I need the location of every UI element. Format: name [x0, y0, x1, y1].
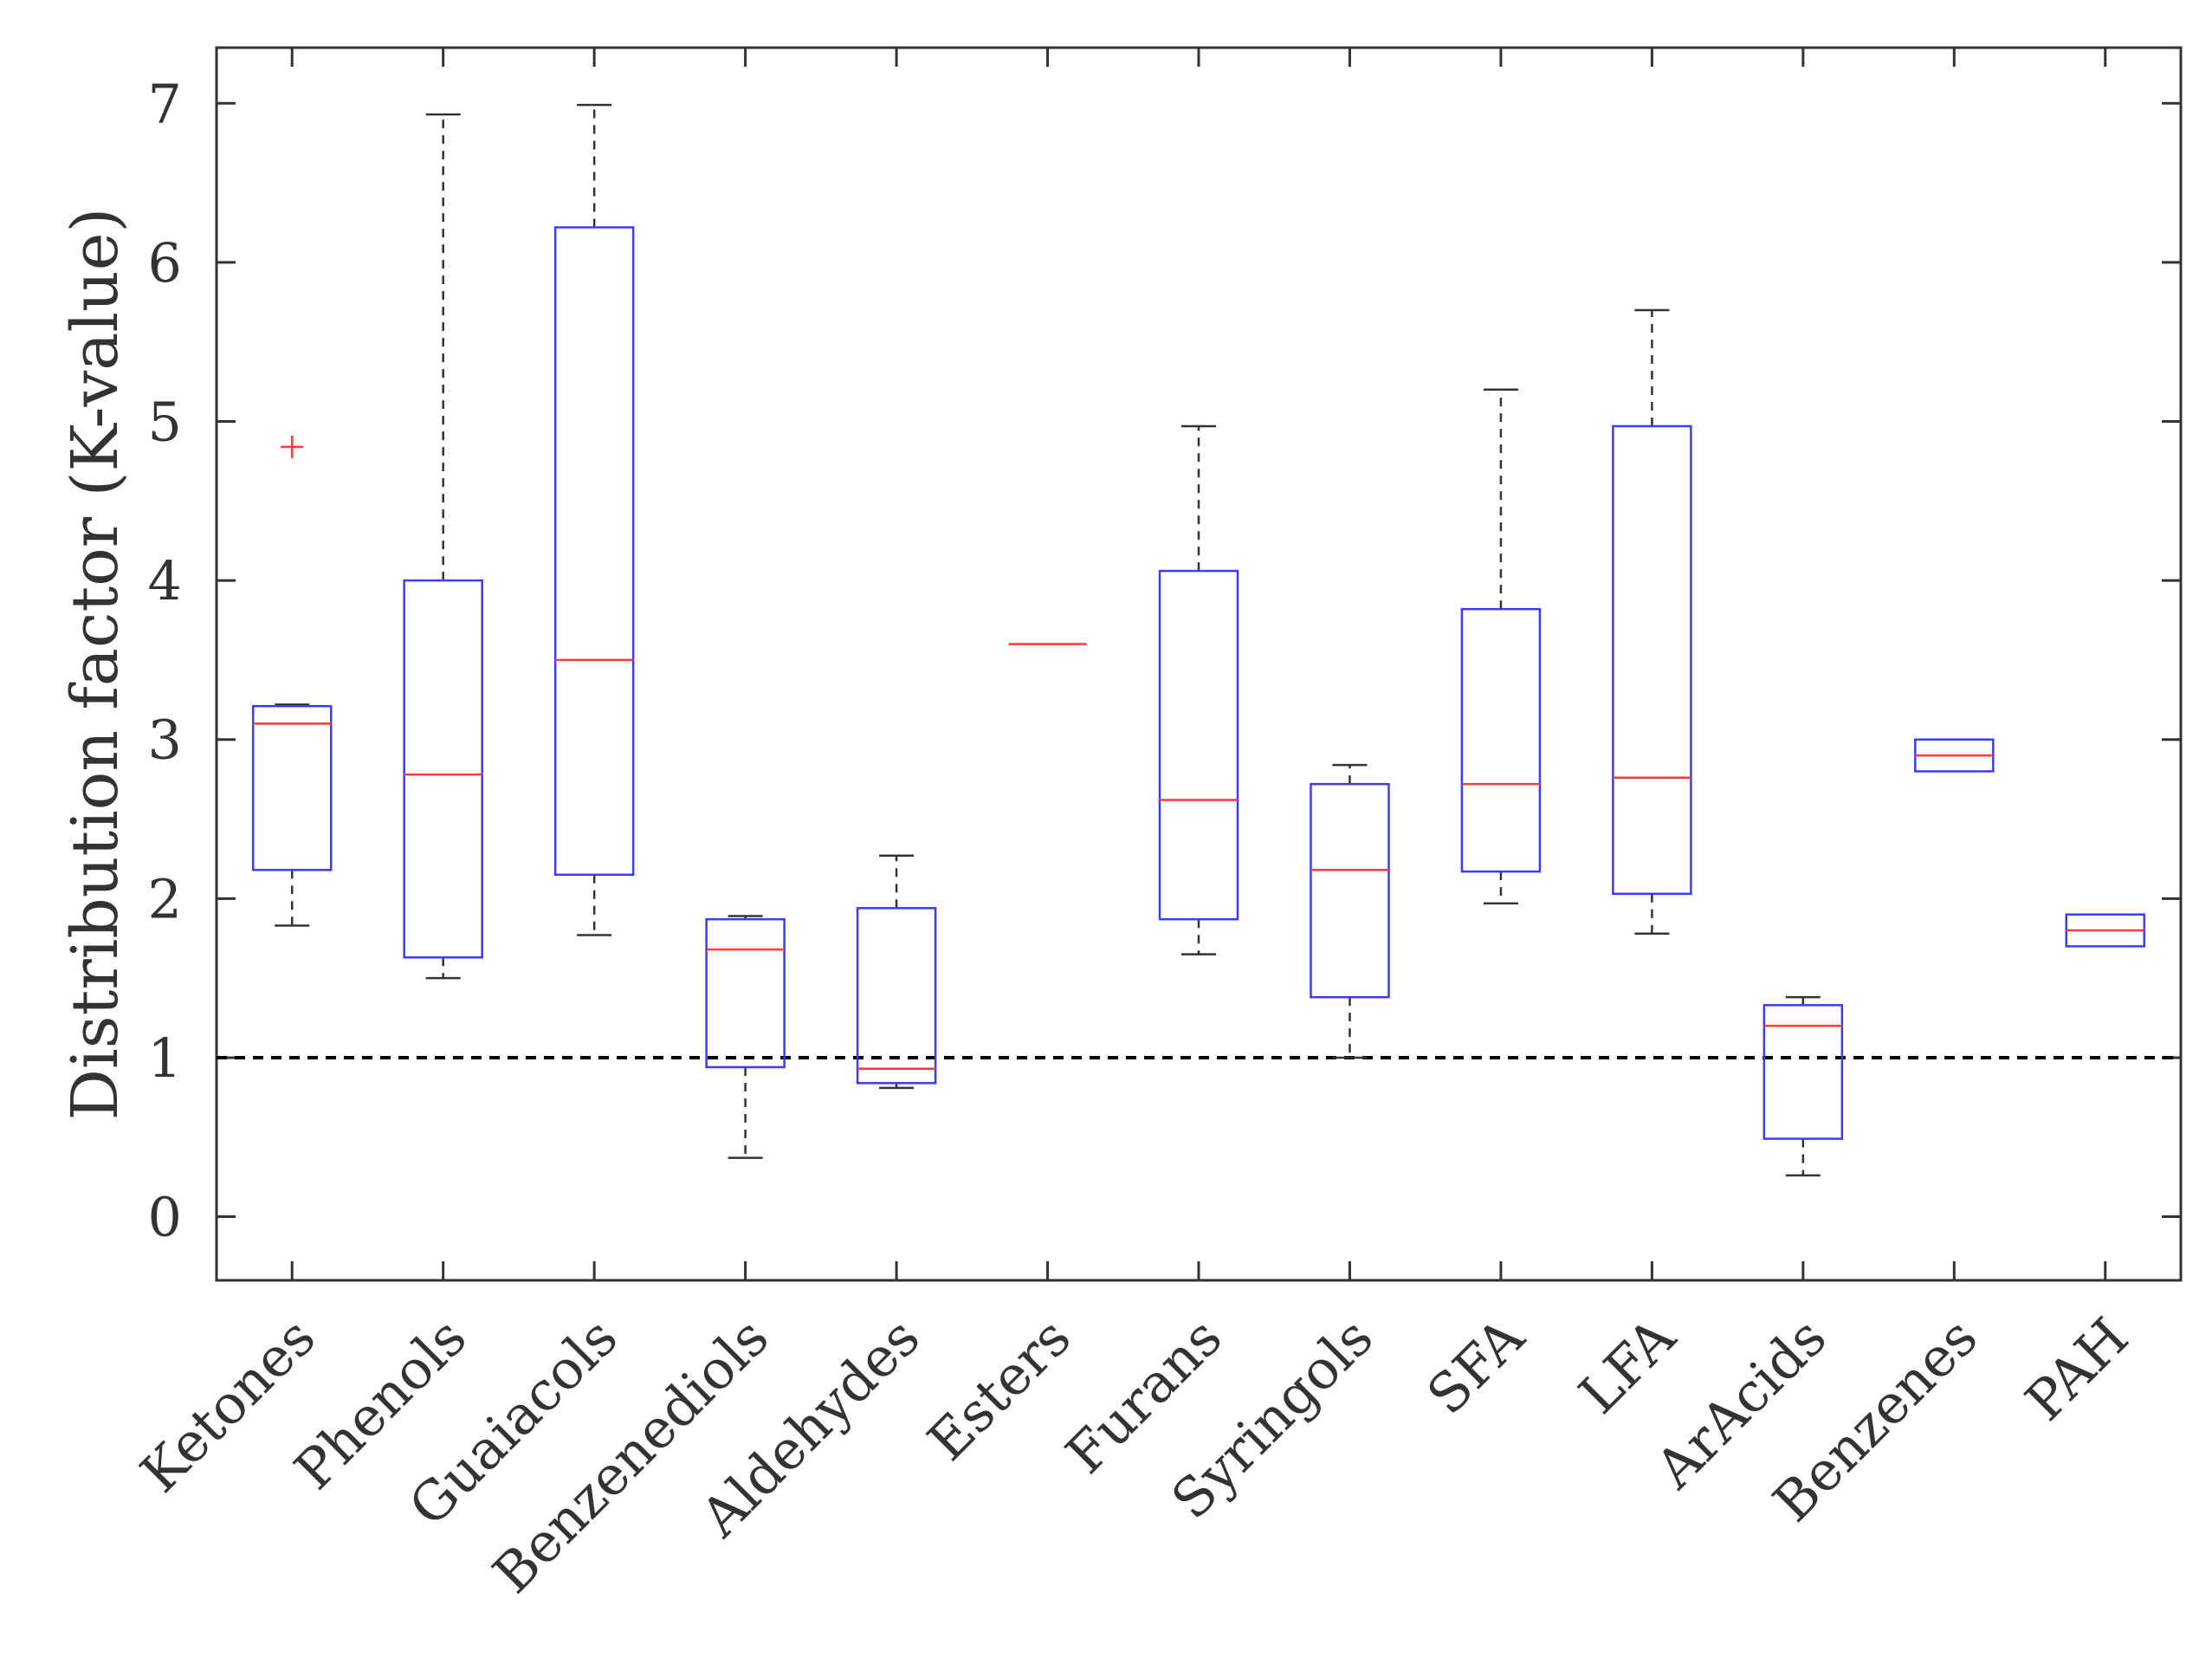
box-pah	[2065, 913, 2146, 948]
y-tick-label: 0	[148, 1186, 182, 1249]
category-label: Benzenediols	[481, 1305, 780, 1605]
iqr-box	[1158, 569, 1239, 921]
y-tick-label: 3	[148, 709, 182, 772]
category-label: Esters	[915, 1305, 1083, 1473]
iqr-box	[856, 907, 937, 1085]
box-furans	[1158, 424, 1239, 955]
box-sfa	[1460, 388, 1542, 905]
y-tick-label: 7	[148, 72, 182, 135]
iqr-box	[1310, 782, 1390, 999]
box-benzenes	[1914, 738, 1995, 773]
labels-layer: 01234567KetonesPhenolsGuaiacolsBenzenedi…	[128, 72, 2140, 1605]
iqr-box	[1612, 424, 1692, 896]
outlier-marker	[281, 435, 304, 458]
axis-ticks	[217, 48, 2181, 1280]
y-axis-title: Distribution factor (K-value)	[58, 208, 133, 1121]
iqr-box	[1460, 607, 1542, 873]
iqr-box	[705, 917, 786, 1069]
box-guaiacols	[553, 103, 635, 936]
iqr-box	[251, 704, 333, 871]
iqr-box	[553, 226, 635, 877]
plot-area	[215, 46, 2183, 1282]
y-tick-label: 1	[148, 1027, 182, 1090]
iqr-box	[403, 579, 483, 959]
box-benzenediols	[705, 915, 786, 1159]
y-tick-label: 6	[148, 231, 182, 295]
category-label: Ketones	[128, 1305, 327, 1505]
iqr-box	[1762, 1004, 1844, 1140]
category-label: SFA	[1415, 1305, 1537, 1427]
category-label: PAH	[2013, 1305, 2140, 1433]
box-ketones	[251, 435, 333, 927]
box-lfa	[1612, 308, 1692, 935]
box-aracids	[1762, 995, 1844, 1177]
box-phenols	[403, 113, 483, 980]
box-syringols	[1310, 763, 1390, 1059]
box-aldehydes	[856, 854, 937, 1090]
y-tick-label: 4	[148, 549, 182, 612]
y-tick-label: 5	[148, 390, 182, 453]
category-label: LFA	[1567, 1305, 1688, 1426]
boxes-layer	[251, 103, 2146, 1177]
y-tick-label: 2	[148, 867, 182, 930]
